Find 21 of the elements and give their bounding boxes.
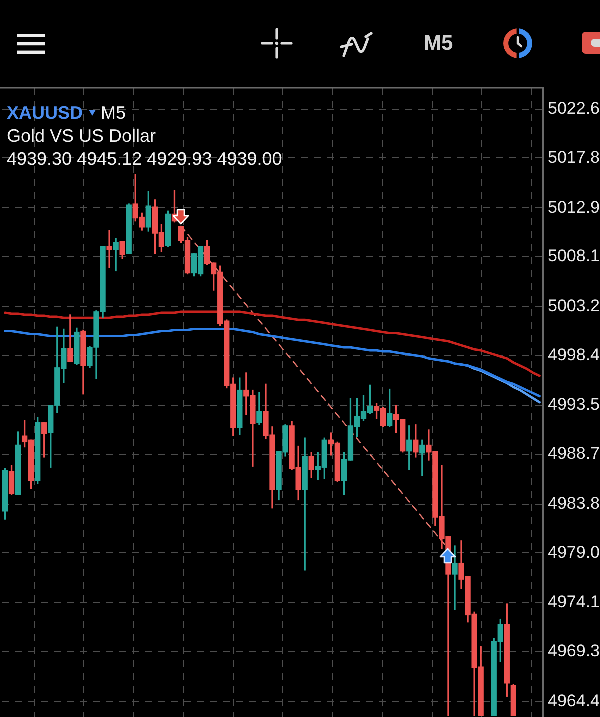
annotation: 4939.30 4945.12 4929.93 4939.00 (7, 149, 282, 169)
text: XAUUSD (7, 103, 84, 123)
y-tick-label: 5017.8 (548, 148, 600, 167)
y-tick-label: 4964.4 (548, 691, 600, 710)
candlestick (113, 238, 119, 272)
y-tick-label: 4974.1 (548, 592, 600, 612)
candlestick (452, 546, 458, 610)
y-tick-label: 4979.0 (548, 542, 600, 562)
candlestick (106, 230, 112, 268)
y-tick-label: 5003.2 (548, 296, 600, 316)
y-tick-label: 4988.7 (548, 444, 600, 464)
y-tick-label: 4998.4 (548, 345, 600, 364)
text: M5 (424, 32, 454, 55)
y-tick-label: 5008.1 (548, 246, 600, 266)
y-tick-label: 5022.6 (548, 99, 600, 118)
y-tick-label: 4983.8 (548, 494, 600, 513)
text: Gold VS US Dollar (7, 126, 156, 146)
y-tick-label: 4969.3 (548, 642, 600, 661)
y-tick-label: 4993.5 (548, 395, 600, 414)
annotation: M5 (101, 103, 126, 123)
y-tick-label: 5012.9 (548, 198, 600, 217)
